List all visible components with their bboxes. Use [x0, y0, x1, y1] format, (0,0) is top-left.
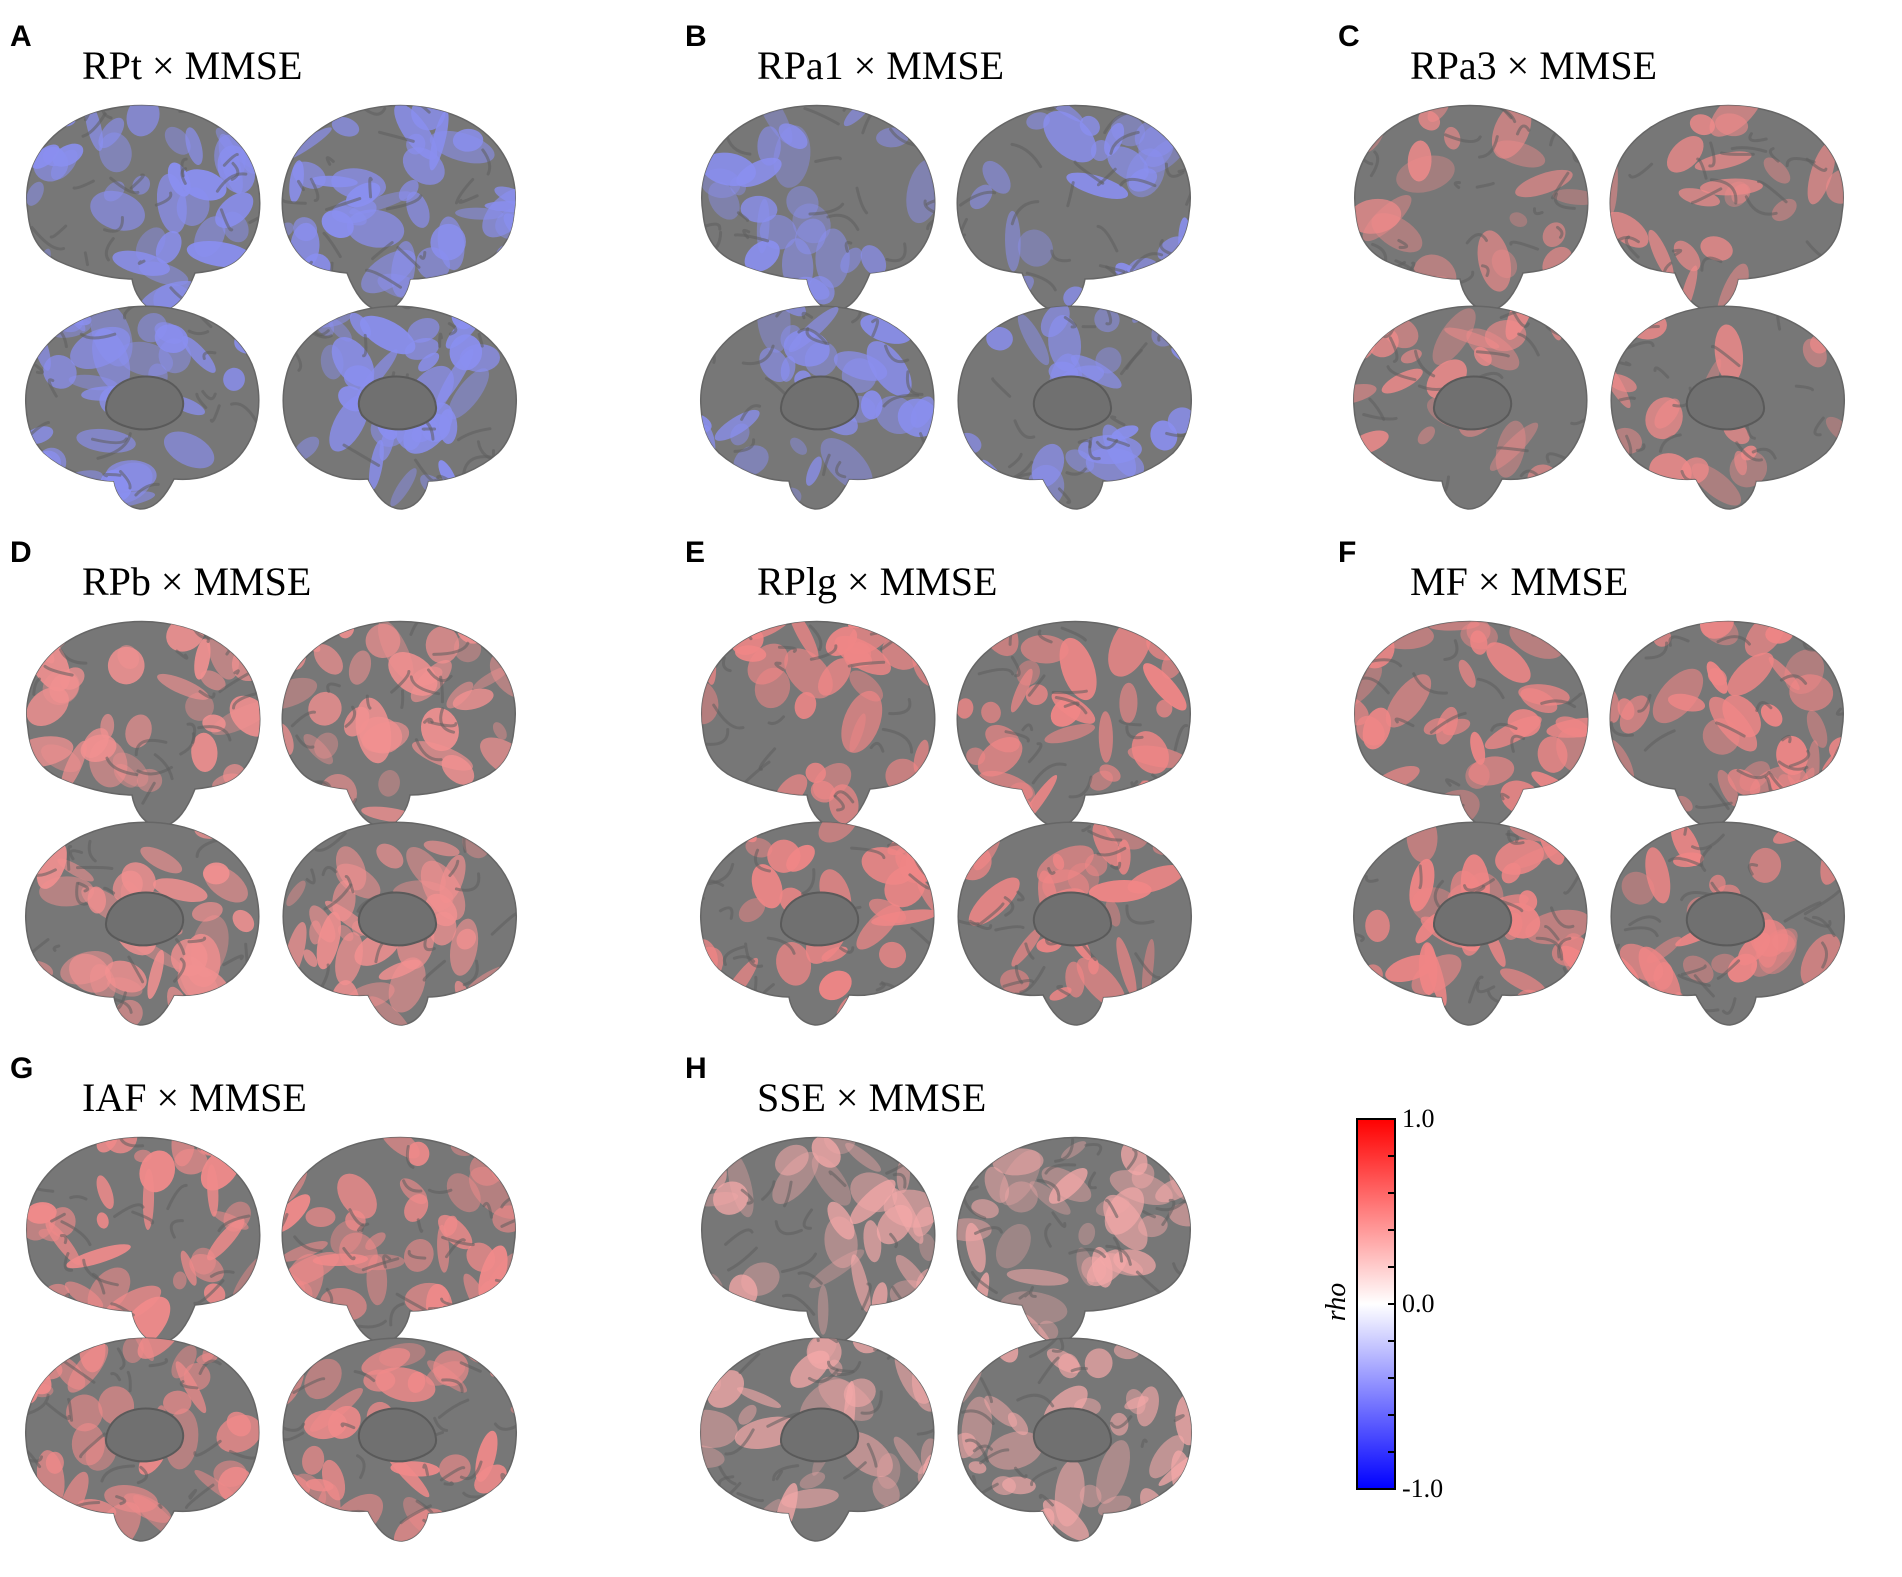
- lateral-left-brain: [26, 1136, 261, 1344]
- lateral-right-brain: [956, 1136, 1191, 1344]
- lateral-right-brain: [1609, 620, 1844, 828]
- panel-title: RPb × MMSE: [82, 559, 312, 604]
- medial-left-brain: [700, 1337, 935, 1542]
- panel-letter: G: [10, 1052, 34, 1085]
- medial-right-brain: [1610, 305, 1845, 510]
- medial-right-brain: [282, 1337, 517, 1542]
- panel-g: G IAF × MMSE: [10, 1052, 650, 1562]
- panel-b: B RPa1 × MMSE: [685, 20, 1325, 530]
- brain-maps: [1353, 620, 1845, 1026]
- medial-left-brain: [1353, 821, 1588, 1026]
- brain-maps: [700, 620, 1192, 1026]
- panel-title: RPa1 × MMSE: [757, 43, 1005, 88]
- medial-left-brain: [700, 821, 935, 1026]
- panel-a: A RPt × MMSE: [10, 20, 650, 530]
- lateral-left-brain: [1354, 620, 1589, 828]
- panel-letter: C: [1338, 20, 1360, 53]
- lateral-right-brain: [1609, 104, 1844, 312]
- panel-letter: D: [10, 536, 32, 569]
- medial-right-brain: [282, 305, 517, 510]
- panel-d: D RPb × MMSE: [10, 536, 650, 1046]
- lateral-right-brain: [956, 104, 1191, 312]
- colorbar-min-label: -1.0: [1402, 1474, 1444, 1503]
- medial-right-brain: [282, 821, 517, 1026]
- colorbar-title: rho: [1321, 1282, 1353, 1322]
- medial-right-brain: [957, 1337, 1192, 1542]
- brain-maps: [25, 104, 517, 510]
- brain-maps: [700, 104, 1192, 510]
- lateral-left-brain: [701, 1136, 936, 1344]
- brain-maps: [25, 620, 517, 1026]
- medial-left-brain: [25, 1337, 260, 1542]
- lateral-right-brain: [281, 1136, 516, 1344]
- medial-left-brain: [700, 305, 935, 510]
- medial-left-brain: [1353, 305, 1588, 510]
- colorbar-max-label: 1.0: [1402, 1104, 1435, 1133]
- medial-right-brain: [957, 821, 1192, 1026]
- panel-letter: H: [685, 1052, 707, 1085]
- colorbar-gradient: [1356, 1118, 1396, 1490]
- brain-maps: [700, 1136, 1192, 1542]
- lateral-right-brain: [281, 104, 516, 312]
- panel-title: RPa3 × MMSE: [1410, 43, 1658, 88]
- panel-letter: E: [685, 536, 706, 569]
- brain-maps: [25, 1136, 517, 1542]
- panel-f: F MF × MMSE: [1338, 536, 1902, 1046]
- panel-title: MF × MMSE: [1410, 559, 1629, 604]
- colorbar-ticks: [1388, 1118, 1395, 1490]
- medial-right-brain: [1610, 821, 1845, 1026]
- lateral-left-brain: [26, 104, 261, 312]
- medial-right-brain: [957, 305, 1192, 510]
- lateral-left-brain: [1354, 104, 1589, 312]
- panel-title: RPt × MMSE: [82, 43, 303, 88]
- colorbar-mid-label: 0.0: [1402, 1289, 1435, 1318]
- panel-e: E RPlg × MMSE: [685, 536, 1325, 1046]
- panel-title: RPlg × MMSE: [757, 559, 998, 604]
- lateral-left-brain: [701, 104, 936, 312]
- brain-maps: [1353, 104, 1845, 510]
- panel-c: C RPa3 × MMSE: [1338, 20, 1902, 530]
- panel-h: H SSE × MMSE: [685, 1052, 1325, 1562]
- lateral-right-brain: [281, 620, 516, 828]
- panel-letter: A: [10, 20, 32, 53]
- lateral-left-brain: [26, 620, 261, 828]
- panel-letter: B: [685, 20, 707, 53]
- panel-letter: F: [1338, 536, 1357, 569]
- lateral-left-brain: [701, 620, 936, 828]
- lateral-right-brain: [956, 620, 1191, 828]
- panel-title: IAF × MMSE: [82, 1075, 307, 1120]
- medial-left-brain: [25, 821, 260, 1026]
- medial-left-brain: [25, 305, 260, 510]
- panel-title: SSE × MMSE: [757, 1075, 987, 1120]
